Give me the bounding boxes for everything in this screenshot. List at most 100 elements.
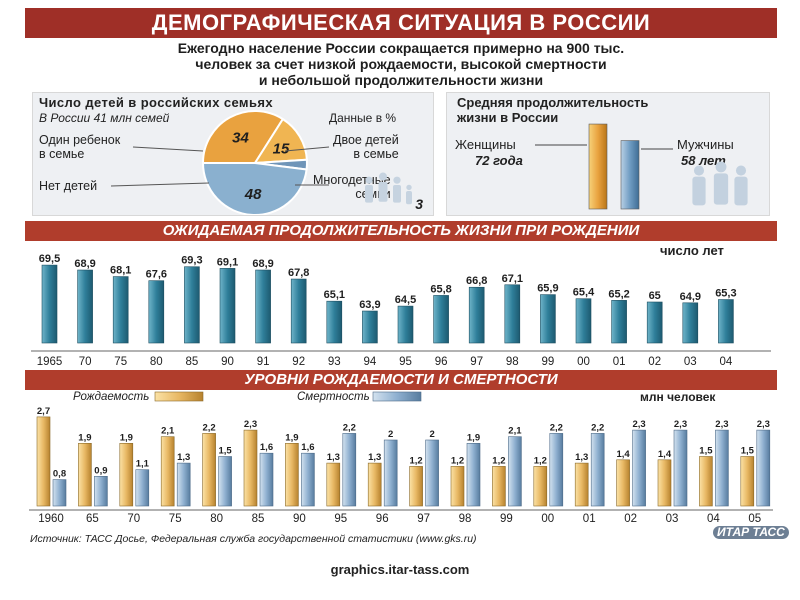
x-tick-label: 00	[541, 513, 554, 525]
family-silhouette-icon	[365, 185, 373, 203]
x-tick-label: 1965	[37, 356, 63, 368]
x-tick-label: 04	[707, 513, 720, 525]
birth-bar	[409, 466, 423, 507]
itar-tass-logo: ИТАР ТАСС	[713, 526, 789, 539]
bar-value-label: 67,8	[288, 267, 309, 279]
lifespan-title-line: жизни в России	[457, 110, 559, 125]
expectancy-bar	[611, 300, 627, 344]
expectancy-bar	[397, 305, 414, 344]
birth-bar	[243, 429, 258, 507]
x-tick-label: 85	[252, 513, 265, 525]
lifespan-title: Средняя продолжительность жизни в России	[457, 95, 648, 125]
birth-value-label: 1,2	[534, 455, 547, 466]
family-silhouette-icon	[365, 176, 373, 184]
birth-bar	[326, 462, 341, 507]
legend-death-swatch	[372, 391, 422, 402]
birth-bar	[160, 436, 175, 507]
bar-value-label: 64,5	[395, 294, 416, 306]
birth-value-label: 2,3	[244, 419, 257, 430]
death-value-label: 2,3	[715, 419, 728, 430]
x-tick-label: 97	[470, 356, 483, 368]
death-value-label: 0,9	[94, 465, 107, 476]
death-value-label: 2	[429, 429, 434, 440]
legend-birth-label: Рождаемость	[73, 391, 149, 403]
death-value-label: 2,3	[632, 419, 645, 430]
birth-value-label: 1,3	[327, 452, 340, 463]
x-tick-label: 04	[720, 356, 733, 368]
birth-value-label: 1,3	[575, 452, 588, 463]
birth-value-label: 1,2	[409, 455, 422, 466]
bar-value-label: 65,9	[537, 283, 558, 295]
lifespan-bar	[588, 123, 608, 210]
birth-value-label: 1,2	[492, 455, 505, 466]
x-tick-label: 99	[542, 356, 555, 368]
lifespan-title-line: Средняя продолжительность	[457, 95, 649, 110]
death-bar	[632, 429, 646, 507]
bar-value-label: 65,3	[715, 288, 736, 300]
birth-value-label: 1,5	[741, 446, 755, 457]
legend-birth-swatch	[154, 391, 204, 402]
birth-bar	[119, 442, 134, 507]
pie-value-label: 34	[232, 130, 249, 147]
bar-value-label: 68,9	[74, 258, 95, 270]
pie-value-label: 3	[415, 196, 423, 212]
bar-value-label: 64,9	[680, 291, 701, 303]
page-title: ДЕМОГРАФИЧЕСКАЯ СИТУАЦИЯ В РОССИИ	[25, 8, 777, 38]
expectancy-bar	[326, 300, 343, 344]
leader-line	[132, 146, 204, 152]
death-bar	[135, 469, 150, 507]
expectancy-bar	[77, 269, 93, 344]
x-tick-label: 65	[86, 513, 99, 525]
birth-value-label: 1,4	[616, 449, 630, 460]
death-value-label: 2,2	[591, 422, 604, 433]
bar-value-label: 65	[649, 290, 661, 302]
label-two-children: Двое детей в семье	[333, 133, 399, 161]
x-tick-label: 80	[210, 513, 223, 525]
x-tick-label: 98	[459, 513, 472, 525]
women-value: 72 года	[475, 153, 523, 168]
x-tick-label: 01	[583, 513, 596, 525]
expectancy-bar	[504, 284, 521, 344]
death-bar	[549, 433, 564, 507]
x-tick-label: 70	[127, 513, 140, 525]
expectancy-bar	[41, 264, 58, 344]
people-silhouette-icon	[735, 165, 747, 176]
bar-value-label: 69,3	[181, 255, 202, 267]
x-tick-label: 1960	[38, 513, 64, 525]
expectancy-banner: ОЖИДАЕМАЯ ПРОДОЛЖИТЕЛЬНОСТЬ ЖИЗНИ ПРИ РО…	[25, 221, 777, 241]
death-bar	[756, 429, 771, 507]
bar-value-label: 63,9	[359, 299, 380, 311]
men-value: 58 лет	[681, 153, 726, 168]
birth-value-label: 2,7	[37, 406, 50, 417]
death-bar	[715, 429, 729, 507]
x-tick-label: 90	[293, 513, 306, 525]
bar-value-label: 69,1	[217, 256, 238, 268]
expectancy-bar	[682, 302, 699, 344]
subtitle: Ежегодно население России сокращается пр…	[25, 40, 777, 88]
footer-url[interactable]: graphics.itar-tass.com	[330, 562, 470, 577]
death-value-label: 2,3	[674, 419, 687, 430]
x-tick-label: 90	[221, 356, 234, 368]
birth-bar	[616, 459, 630, 507]
death-value-label: 2,2	[550, 422, 563, 433]
x-tick-label: 01	[613, 356, 626, 368]
death-value-label: 1,6	[260, 442, 273, 453]
rates-unit: млн человек	[640, 390, 716, 404]
rates-banner: УРОВНИ РОЖДАЕМОСТИ И СМЕРТНОСТИ	[25, 370, 777, 390]
death-value-label: 1,6	[301, 442, 314, 453]
families-note: В России 41 млн семей	[39, 111, 170, 125]
birth-value-label: 1,5	[699, 446, 713, 457]
death-value-label: 0,8	[53, 469, 66, 480]
x-tick-label: 92	[292, 356, 305, 368]
bar-value-label: 65,2	[608, 288, 629, 300]
bar-value-label: 67,6	[146, 269, 167, 281]
x-tick-label: 02	[648, 356, 661, 368]
lifespan-panel: Средняя продолжительность жизни в России…	[446, 92, 770, 216]
bar-value-label: 65,1	[324, 289, 345, 301]
x-tick-label: 03	[684, 356, 697, 368]
bar-value-label: 68,9	[252, 258, 273, 270]
label-no-children: Нет детей	[39, 179, 98, 193]
women-label: Женщины	[455, 137, 516, 152]
death-value-label: 2	[388, 429, 393, 440]
expectancy-unit: число лет	[660, 243, 724, 258]
